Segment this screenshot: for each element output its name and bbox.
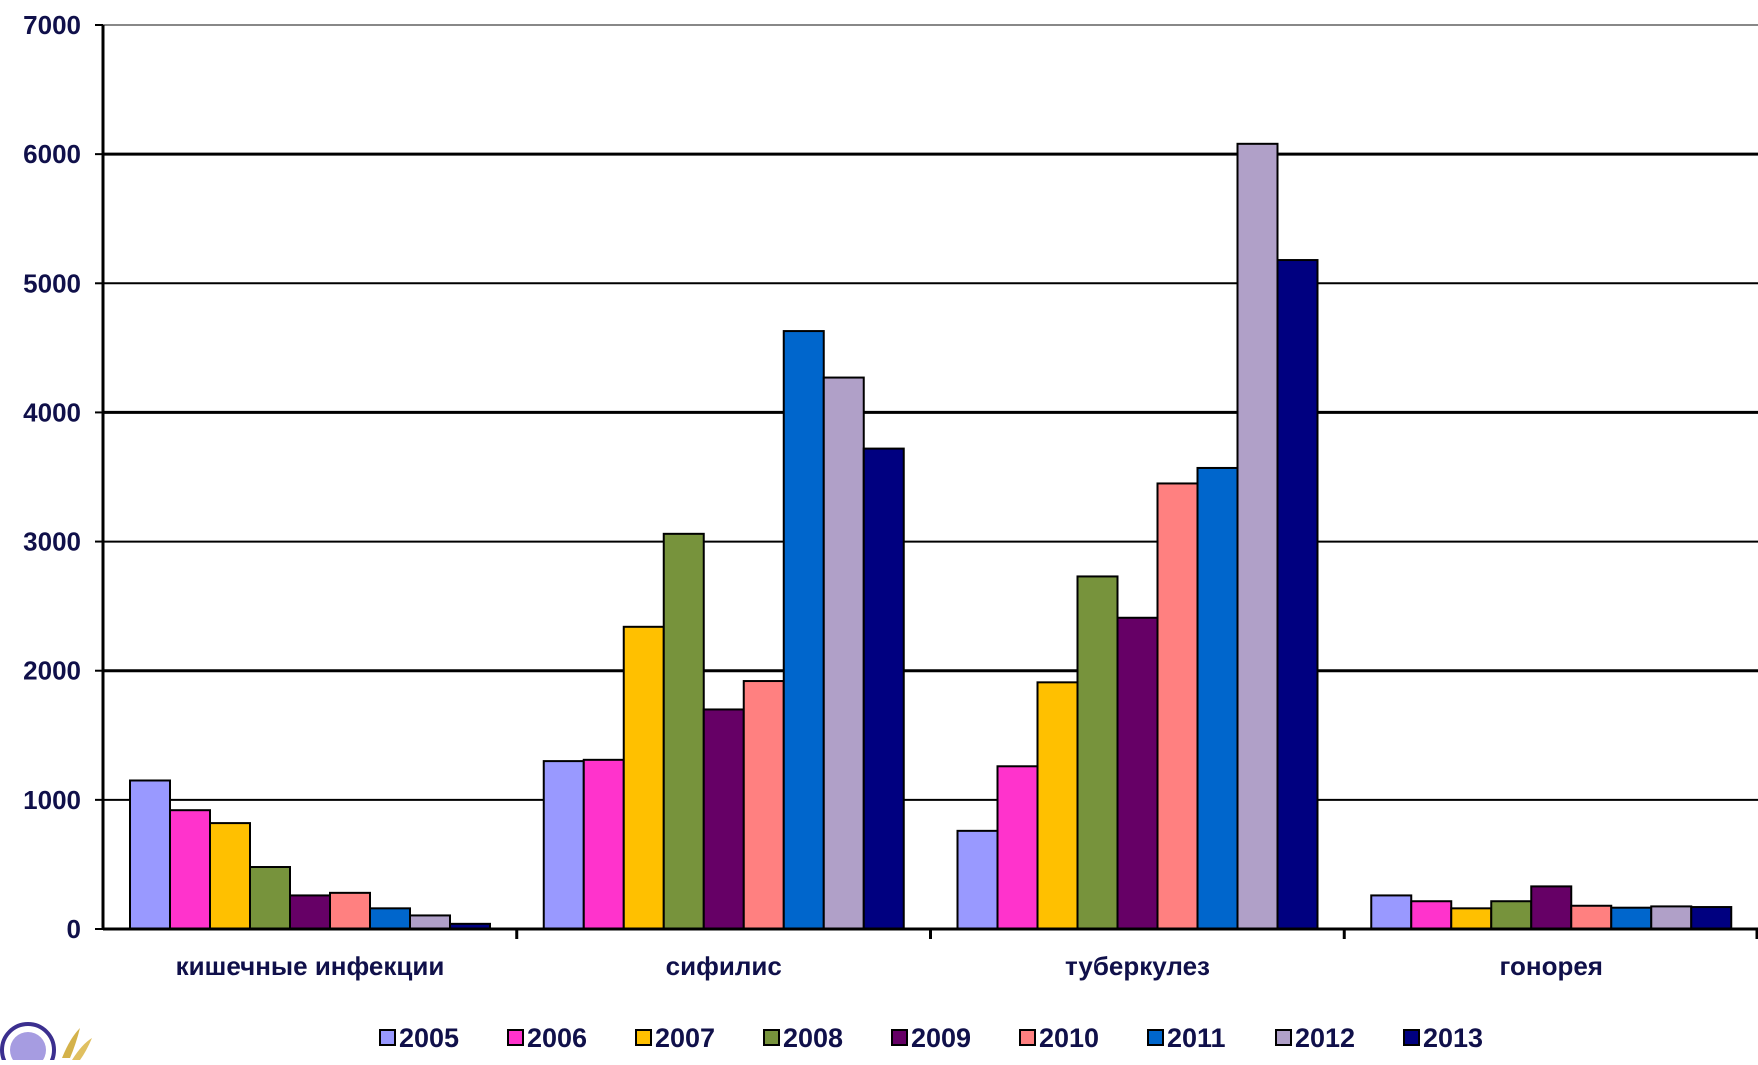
gridlines <box>103 24 1758 801</box>
bar-2009-0 <box>289 894 331 930</box>
bar-2010-3 <box>1570 904 1613 930</box>
bar-2009-1 <box>702 708 745 931</box>
bar-2008-0 <box>249 866 291 930</box>
bar-2009-2 <box>1116 616 1159 930</box>
y-axis: 0 1000 2000 3000 4000 5000 6000 7000 <box>23 10 105 944</box>
legend-swatch-2013 <box>1403 1029 1420 1046</box>
bar-2005-3 <box>1370 894 1413 930</box>
bar-2006-1 <box>582 758 625 931</box>
y-tick-label: 3000 <box>23 527 81 557</box>
x-category-label: кишечные инфекции <box>176 951 445 981</box>
bar-2006-0 <box>169 809 211 931</box>
bar-2010-1 <box>742 680 785 930</box>
legend-label: 2008 <box>783 1023 843 1053</box>
bar-2012-3 <box>1650 905 1693 931</box>
bar-2012-2 <box>1236 142 1279 931</box>
legend-swatch-2006 <box>507 1029 524 1046</box>
legend-label: 2005 <box>399 1023 459 1053</box>
legend-label: 2006 <box>527 1023 587 1053</box>
legend: 2005 2006 2007 2008 2009 2010 2011 2012 2013 <box>379 1023 1483 1053</box>
legend-swatch-2011 <box>1147 1029 1164 1046</box>
y-tick-label: 2000 <box>23 656 81 686</box>
x-category-label: гонорея <box>1500 951 1603 981</box>
bar-2005-0 <box>129 779 171 930</box>
y-tick-label: 4000 <box>23 397 81 427</box>
legend-label: 2007 <box>655 1023 715 1053</box>
bar-2013-2 <box>1276 259 1319 931</box>
y-tick-label: 5000 <box>23 268 81 298</box>
y-tick-label: 7000 <box>23 10 81 40</box>
bar-2013-1 <box>862 447 905 930</box>
legend-label: 2013 <box>1423 1023 1483 1053</box>
bars <box>129 142 1733 931</box>
bar-2011-3 <box>1610 906 1653 930</box>
x-category-label: сифилис <box>666 951 782 981</box>
bar-2011-0 <box>369 907 411 931</box>
bar-2005-2 <box>956 829 999 931</box>
y-tick-label: 6000 <box>23 139 81 169</box>
bar-2011-2 <box>1196 466 1239 930</box>
bar-2008-2 <box>1076 575 1119 930</box>
bar-2007-3 <box>1450 907 1493 931</box>
legend-swatch-2007 <box>635 1029 652 1046</box>
legend-swatch-2012 <box>1275 1029 1292 1046</box>
bar-2006-2 <box>996 765 1039 931</box>
x-category-label: туберкулез <box>1065 951 1210 981</box>
x-axis: кишечные инфекции сифилис туберкулез гоноре… <box>103 927 1758 981</box>
bar-2010-0 <box>329 891 371 931</box>
bar-2010-2 <box>1156 482 1199 930</box>
y-tick-label: 1000 <box>23 785 81 815</box>
bar-2008-3 <box>1490 900 1533 931</box>
bar-2012-0 <box>409 914 451 931</box>
legend-label: 2010 <box>1039 1023 1099 1053</box>
emblem-icon <box>0 1008 95 1065</box>
legend-label: 2012 <box>1295 1023 1355 1053</box>
bar-2007-2 <box>1036 681 1079 931</box>
bar-2011-1 <box>782 330 825 931</box>
legend-label: 2011 <box>1167 1023 1226 1053</box>
legend-swatch-2009 <box>891 1029 908 1046</box>
bar-2006-3 <box>1410 900 1453 931</box>
bar-2005-1 <box>542 760 585 930</box>
y-tick-label: 0 <box>67 914 81 944</box>
bar-2013-3 <box>1690 906 1733 931</box>
legend-label: 2009 <box>911 1023 971 1053</box>
bar-2008-1 <box>662 532 705 931</box>
bar-2007-1 <box>622 625 665 930</box>
legend-swatch-2008 <box>763 1029 780 1046</box>
legend-swatch-2010 <box>1019 1029 1036 1046</box>
bar-2012-1 <box>822 376 865 930</box>
bar-2007-0 <box>209 822 251 930</box>
bar-2009-3 <box>1530 885 1573 931</box>
legend-swatch-2005 <box>379 1029 396 1046</box>
